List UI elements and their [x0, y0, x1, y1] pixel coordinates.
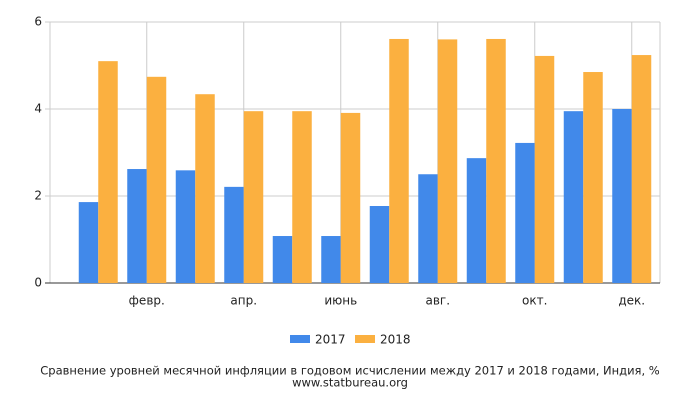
- bar: [272, 236, 293, 283]
- bar: [78, 202, 99, 283]
- bar: [486, 38, 506, 284]
- bar: [583, 72, 603, 284]
- bar: [146, 76, 167, 283]
- source: www.statbureau.org: [292, 376, 408, 390]
- legend-swatch: [290, 335, 310, 343]
- bar: [534, 55, 555, 284]
- chart-title: Сравнение уровней месячной инфляции в го…: [40, 364, 659, 378]
- bar: [563, 111, 584, 283]
- y-tick-label: 2: [34, 189, 42, 203]
- bar: [98, 61, 118, 284]
- x-tick-label: авг.: [425, 294, 450, 308]
- legend-swatch: [355, 335, 375, 343]
- bar: [466, 158, 487, 283]
- y-tick-label: 0: [34, 276, 42, 290]
- legend-label: 2017: [315, 333, 346, 347]
- bar: [631, 55, 652, 284]
- bar: [437, 39, 458, 284]
- x-tick-label: июнь: [324, 294, 357, 308]
- bar: [175, 170, 196, 283]
- bar: [243, 111, 264, 283]
- bar: [369, 206, 390, 283]
- bar: [515, 142, 535, 283]
- bar: [389, 38, 409, 284]
- x-tick-label: дек.: [618, 294, 645, 308]
- bar: [127, 169, 147, 283]
- legend-label: 2018: [380, 333, 411, 347]
- bar: [612, 109, 632, 283]
- x-tick-label: окт.: [522, 294, 547, 308]
- x-tick-label: февр.: [129, 294, 165, 308]
- bar: [224, 186, 244, 283]
- bar: [321, 236, 341, 283]
- x-tick-label: апр.: [230, 294, 257, 308]
- bar: [195, 94, 215, 284]
- bar: [418, 174, 438, 283]
- y-tick-label: 6: [34, 15, 42, 29]
- y-tick-label: 4: [34, 102, 42, 116]
- bar: [292, 111, 312, 283]
- bar: [340, 112, 361, 283]
